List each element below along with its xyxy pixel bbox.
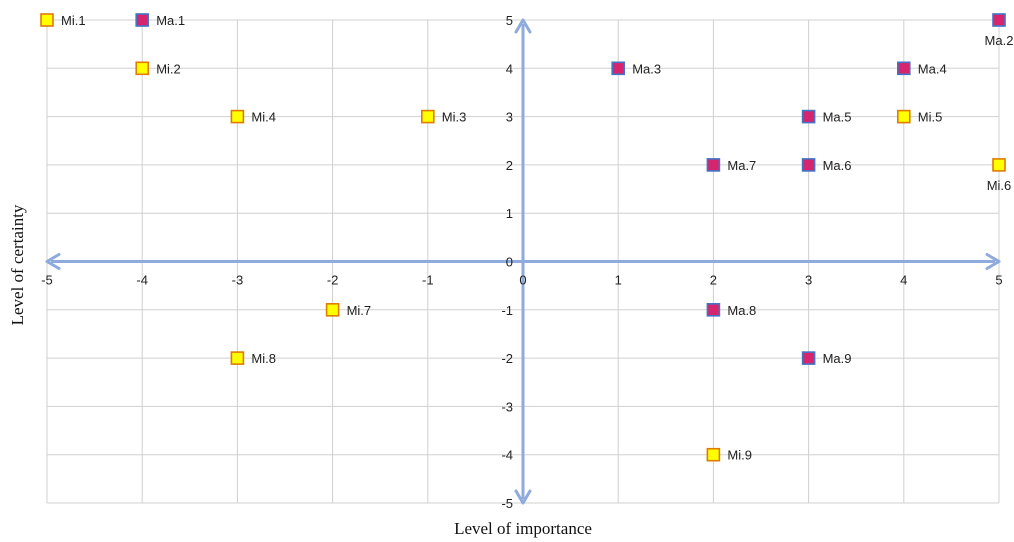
data-point-marker [801,158,816,172]
data-point-marker [420,109,435,124]
x-axis-arrow-right [985,253,1001,270]
x-tick-label: 5 [995,273,1002,288]
y-tick-label: 2 [506,158,513,173]
data-point-label: Ma.6 [823,158,852,173]
y-tick-label: -5 [501,496,513,511]
x-tick-label: 1 [615,273,622,288]
data-point-marker [611,61,626,76]
data-point-label: Ma.4 [918,61,947,76]
x-axis-arrow-left [45,253,61,270]
x-tick-label: -3 [232,273,244,288]
data-point-label: Mi.5 [918,110,943,125]
data-point-marker [992,13,1006,27]
data-point-marker [230,351,245,365]
data-point-marker [40,13,54,27]
data-point-marker [230,109,245,124]
data-point-label: Mi.6 [987,178,1012,193]
data-point-label: Ma.8 [727,303,756,318]
x-tick-label: 3 [805,273,812,288]
y-tick-label: 1 [506,206,513,221]
x-tick-label: -2 [327,273,339,288]
data-point-marker [325,302,340,317]
x-tick-label: -4 [136,273,148,288]
y-tick-label: 5 [506,13,513,28]
data-point-marker [801,109,816,124]
y-tick-label: 3 [506,110,513,125]
data-point-marker [992,158,1006,172]
x-tick-label: -5 [41,273,53,288]
data-point-marker [896,109,911,124]
data-point-marker [135,13,149,27]
data-points: Mi.1 Mi.2 Mi.3 Mi.4 Mi.5 Mi.6 Mi.7 Mi.8 Mi.9 Ma.1… [40,13,1014,463]
x-tick-label: 2 [710,273,717,288]
y-tick-label: -2 [501,351,513,366]
data-point-label: Mi.2 [156,61,181,76]
data-point-marker [801,351,816,365]
data-point-label: Ma.9 [823,351,852,366]
y-axis-arrow-bottom [514,489,532,505]
data-point-label: Ma.5 [823,110,852,125]
y-tick-label: -4 [501,448,513,463]
y-tick-label: -1 [501,303,513,318]
data-point-label: Mi.3 [442,110,467,125]
data-point-label: Mi.8 [251,351,276,366]
x-tick-label: 4 [900,273,907,288]
y-tick-label: 4 [506,61,513,76]
data-point-marker [706,302,721,317]
axes [45,18,1001,505]
y-axis-arrow-top [514,18,532,34]
data-point-marker [896,61,911,76]
data-point-marker [706,158,721,172]
x-tick-label: 0 [519,273,526,288]
data-point-label: Ma.2 [985,33,1014,48]
data-point-marker [135,61,149,76]
y-tick-label: 0 [506,255,513,270]
y-axis-title: Level of certainty [8,204,27,325]
x-tick-label: -1 [422,273,434,288]
y-tick-label: -3 [501,399,513,414]
data-point-label: Mi.1 [61,13,86,28]
x-axis-title: Level of importance [454,519,592,538]
data-point-marker [706,447,721,462]
data-point-label: Ma.3 [632,61,661,76]
data-point-label: Mi.7 [347,303,372,318]
tick-labels: -5 -4 -3 -2 -1 0 1 2 3 4 5 -5 -4 -3 -2 -1 0 1 2 3 4 5 [41,13,1002,511]
data-point-label: Ma.1 [156,13,185,28]
data-point-label: Mi.4 [251,110,276,125]
data-point-label: Ma.7 [727,158,756,173]
data-point-label: Mi.9 [727,448,752,463]
